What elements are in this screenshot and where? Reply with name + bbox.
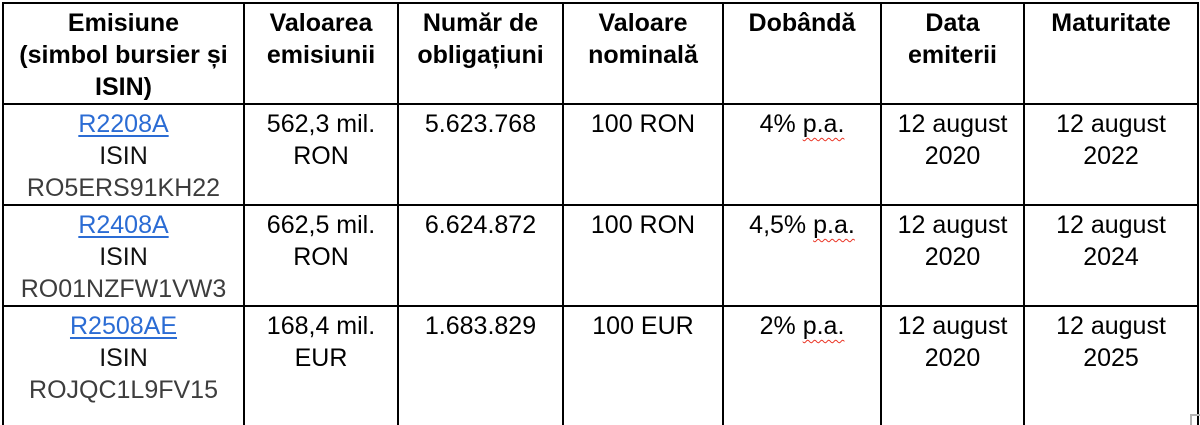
isin-label: ISIN (99, 142, 148, 170)
nominal-value-cell: 100 EUR (562, 305, 724, 425)
header-data-emiterii: Data emiterii (880, 2, 1025, 105)
header-numar-obligatiuni: Număr de obligațiuni (397, 2, 564, 105)
isin-label: ISIN (99, 344, 148, 372)
nominal-value-cell: 100 RON (562, 103, 724, 206)
bond-symbol-link[interactable]: R2408A (78, 211, 169, 239)
interest-cell: 2% p.a. (722, 305, 882, 425)
maturity-cell: 12 august 2024 (1023, 204, 1199, 307)
table-row: R2508AE ISIN ROJQC1L9FV15 168,4 mil. EUR 1… (2, 305, 1199, 425)
emission-cell: R2208A ISIN RO5ERS91KH22 (2, 103, 245, 206)
table-resize-handle[interactable] (1190, 414, 1200, 425)
issue-value-cell: 562,3 mil. RON (243, 103, 399, 206)
issue-value-cell: 168,4 mil. EUR (243, 305, 399, 425)
interest-rate: 4% (759, 110, 796, 138)
header-emisiune: Emisiune (simbol bursier și ISIN) (2, 2, 245, 105)
bond-symbol-link[interactable]: R2508AE (69, 312, 178, 340)
bond-count-cell: 5.623.768 (397, 103, 564, 206)
isin-label: ISIN (99, 243, 148, 271)
nominal-value-cell: 100 RON (562, 204, 724, 307)
interest-cell: 4% p.a. (722, 103, 882, 206)
header-valoarea-emisiunii: Valoarea emisiunii (243, 2, 399, 105)
isin-code: RO01NZFW1VW3 (20, 275, 227, 303)
bond-count-cell: 6.624.872 (397, 204, 564, 307)
interest-rate: 4,5% (749, 211, 807, 239)
issue-value-cell: 662,5 mil. RON (243, 204, 399, 307)
table-row: R2408A ISIN RO01NZFW1VW3 662,5 mil. RON 6.… (2, 204, 1199, 307)
interest-suffix: p.a. (813, 211, 855, 239)
isin-code: RO5ERS91KH22 (26, 174, 221, 202)
interest-suffix: p.a. (802, 312, 845, 340)
header-row: Emisiune (simbol bursier și ISIN) Valoar… (2, 2, 1199, 105)
maturity-cell: 12 august 2022 (1023, 103, 1199, 206)
table-row: R2208A ISIN RO5ERS91KH22 562,3 mil. RON 5.… (2, 103, 1199, 206)
emission-cell: R2408A ISIN RO01NZFW1VW3 (2, 204, 245, 307)
issue-date-cell: 12 august 2020 (880, 103, 1025, 206)
interest-cell: 4,5% p.a. (722, 204, 882, 307)
isin-code: ROJQC1L9FV15 (29, 376, 218, 404)
bond-symbol-link[interactable]: R2208A (78, 110, 169, 138)
issue-date-cell: 12 august 2020 (880, 305, 1025, 425)
header-maturitate: Maturitate (1023, 2, 1199, 105)
interest-suffix: p.a. (802, 110, 845, 138)
header-dobanda: Dobândă (722, 2, 882, 105)
issue-date-cell: 12 august 2020 (880, 204, 1025, 307)
bond-count-cell: 1.683.829 (397, 305, 564, 425)
interest-rate: 2% (759, 312, 796, 340)
emission-cell: R2508AE ISIN ROJQC1L9FV15 (2, 305, 245, 425)
header-valoare-nominala: Valoare nominală (562, 2, 724, 105)
maturity-cell: 12 august 2025 (1023, 305, 1199, 425)
